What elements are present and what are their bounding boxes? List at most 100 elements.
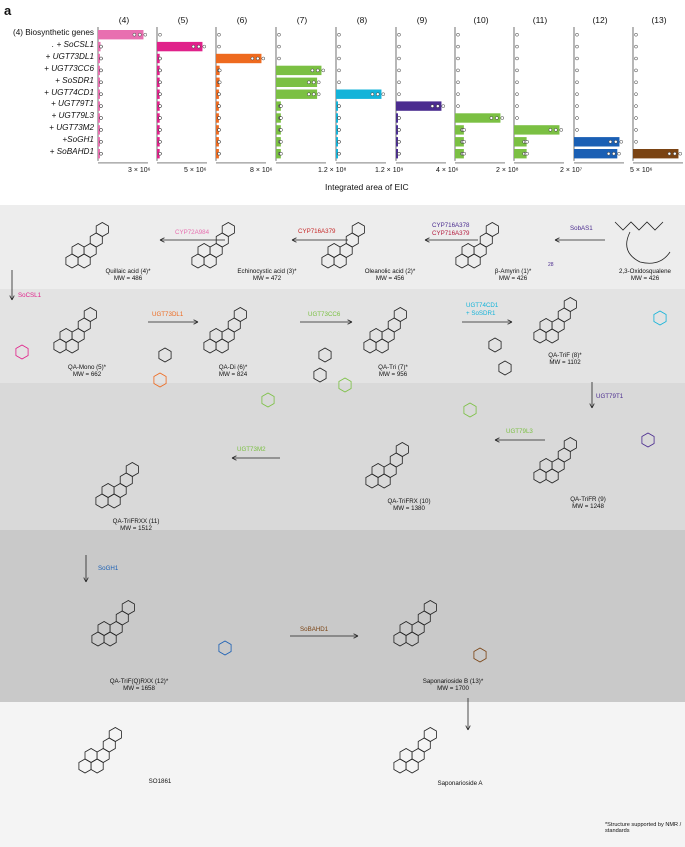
compound-beta-amyrin: β-Amyrin (1)* MW = 426 bbox=[494, 268, 532, 283]
data-point bbox=[397, 68, 401, 73]
column-header: (5) bbox=[177, 15, 189, 25]
data-point bbox=[575, 104, 579, 108]
bar bbox=[336, 89, 382, 99]
data-point bbox=[99, 128, 103, 132]
data-point bbox=[312, 80, 316, 85]
compound-qa-trifqrxx: QA-TriF(Q)RXX (12)* MW = 1658 bbox=[109, 678, 169, 693]
bar bbox=[98, 113, 100, 123]
column-header: (13) bbox=[651, 15, 667, 25]
compound-quillaic-acid: Quillaic acid (4)* MW = 486 bbox=[105, 268, 151, 283]
sugar-qa-di-2 bbox=[153, 372, 167, 388]
tick-label: 5 × 10⁶ bbox=[184, 167, 207, 174]
data-point bbox=[673, 151, 677, 156]
data-point bbox=[575, 116, 579, 120]
band-row-4 bbox=[0, 530, 685, 702]
data-point bbox=[397, 80, 401, 85]
data-point bbox=[456, 68, 460, 73]
data-point bbox=[515, 32, 519, 37]
data-point bbox=[634, 32, 638, 37]
data-point bbox=[99, 56, 103, 61]
data-point bbox=[316, 92, 321, 96]
tick-label: 2 × 10⁸ bbox=[496, 167, 519, 174]
enzyme-cyp716a378: CYP716A378 bbox=[432, 222, 470, 229]
bar bbox=[336, 149, 338, 159]
data-point bbox=[158, 92, 162, 96]
skeleton-qa-di bbox=[203, 307, 247, 354]
skeleton-qa-trifqrxx bbox=[91, 600, 135, 647]
data-point bbox=[515, 116, 519, 120]
data-point bbox=[634, 44, 638, 49]
compound-saponarioside-a: Saponarioside A bbox=[437, 780, 483, 787]
data-point bbox=[575, 128, 579, 132]
data-point bbox=[617, 151, 621, 156]
data-point bbox=[634, 104, 638, 108]
enzyme-sosdr1: + SoSDR1 bbox=[466, 310, 496, 317]
data-point bbox=[456, 56, 460, 61]
panel-a-letter: a bbox=[4, 3, 12, 18]
arrow-head bbox=[347, 319, 353, 325]
compound-qa-mono: QA-Mono (5)* MW = 662 bbox=[67, 364, 107, 379]
compound-oxidosqualene: 2,3-Oxidosqualene MW = 426 bbox=[619, 268, 671, 283]
skeleton-quillaic-acid bbox=[65, 222, 109, 269]
enzyme-ugt73cc6: UGT73CC6 bbox=[308, 311, 341, 318]
row-label: + UGT74CD1 bbox=[44, 87, 94, 97]
data-point bbox=[99, 80, 103, 85]
bar bbox=[336, 125, 338, 135]
sugar-qa-trif bbox=[653, 310, 667, 326]
data-point bbox=[99, 151, 103, 156]
data-point bbox=[548, 128, 553, 132]
data-point bbox=[279, 116, 283, 120]
data-point bbox=[500, 116, 505, 120]
data-point bbox=[279, 140, 283, 144]
row-label: + SoSDR1 bbox=[55, 75, 94, 85]
arrow-head bbox=[83, 577, 89, 583]
bar bbox=[98, 89, 100, 99]
position-28-label: 28 bbox=[548, 262, 554, 268]
data-point bbox=[277, 56, 281, 61]
compound-qa-trif: QA-TriF (8)* MW = 1102 bbox=[548, 352, 582, 367]
enzyme-cyp716a379-a: CYP716A379 bbox=[432, 230, 470, 237]
data-point bbox=[312, 92, 316, 96]
skeleton-qa-tri bbox=[363, 307, 407, 354]
tick-label: 4 × 10⁶ bbox=[436, 167, 459, 174]
arrow-head bbox=[507, 319, 513, 325]
data-point bbox=[307, 92, 311, 96]
enzyme-ugt79t1: UGT79T1 bbox=[596, 393, 624, 400]
data-point bbox=[132, 32, 137, 37]
bar bbox=[336, 137, 338, 147]
compound-echinocystic-acid: Echinocystic acid (3)* MW = 472 bbox=[237, 268, 297, 283]
data-point bbox=[515, 56, 519, 61]
data-point bbox=[575, 92, 579, 96]
arrow-head bbox=[9, 295, 15, 301]
compound-so1861: SO1861 bbox=[148, 778, 172, 785]
data-point bbox=[619, 140, 624, 144]
tick-label: 3 × 10⁶ bbox=[128, 167, 151, 174]
data-point bbox=[495, 116, 499, 120]
data-point bbox=[667, 151, 672, 156]
data-point bbox=[217, 104, 221, 108]
sugar-qa-trif-2 bbox=[498, 360, 512, 376]
row-label: +SoGH1 bbox=[62, 135, 94, 145]
enzyme-cyp72a984: CYP72A984 bbox=[175, 229, 210, 236]
skeleton-oxidosqualene bbox=[614, 221, 671, 264]
data-point bbox=[430, 104, 435, 108]
data-point bbox=[370, 92, 375, 96]
bar bbox=[396, 149, 398, 159]
data-point bbox=[218, 68, 222, 73]
tick-label: 1.2 × 10⁸ bbox=[318, 167, 347, 174]
bar bbox=[455, 125, 464, 135]
data-point bbox=[462, 151, 466, 156]
skeleton-qa-trifrxx bbox=[95, 462, 139, 509]
sugar-qa-trifqrxx bbox=[218, 640, 232, 656]
band-row-2 bbox=[0, 289, 685, 383]
skeleton-qa-trifrx bbox=[365, 442, 409, 489]
data-point bbox=[575, 44, 579, 49]
enzyme-ugt73m2: UGT73M2 bbox=[237, 446, 266, 453]
row-label: . + SoCSL1 bbox=[51, 39, 94, 49]
data-point bbox=[608, 140, 613, 144]
arrow-head bbox=[291, 237, 297, 243]
data-point bbox=[678, 151, 683, 156]
data-point bbox=[337, 104, 341, 108]
data-point bbox=[397, 128, 401, 132]
